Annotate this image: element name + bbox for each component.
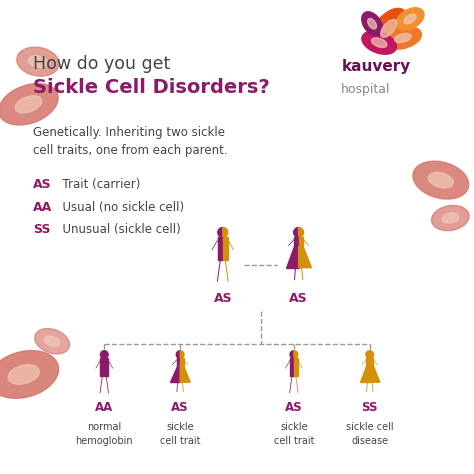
Polygon shape <box>366 358 370 365</box>
Polygon shape <box>104 358 108 376</box>
Text: sickle cell
disease: sickle cell disease <box>346 422 393 446</box>
Text: Genetically. Inheriting two sickle
cell traits, one from each parent.: Genetically. Inheriting two sickle cell … <box>33 126 228 156</box>
Polygon shape <box>299 246 311 268</box>
Polygon shape <box>370 351 374 358</box>
Polygon shape <box>294 351 298 358</box>
Polygon shape <box>404 14 416 24</box>
Polygon shape <box>100 351 104 358</box>
Polygon shape <box>428 173 453 188</box>
Polygon shape <box>45 336 60 346</box>
Polygon shape <box>394 33 411 43</box>
Polygon shape <box>223 237 228 260</box>
Polygon shape <box>294 237 299 246</box>
Polygon shape <box>8 365 39 384</box>
Polygon shape <box>218 237 223 260</box>
Polygon shape <box>104 351 108 358</box>
Polygon shape <box>35 328 70 354</box>
Polygon shape <box>294 228 299 237</box>
Polygon shape <box>0 351 58 398</box>
Text: Trait (carrier): Trait (carrier) <box>55 178 140 191</box>
Text: AA: AA <box>95 401 113 414</box>
Text: Unusual (sickle cell): Unusual (sickle cell) <box>55 223 180 236</box>
Polygon shape <box>177 358 180 365</box>
Polygon shape <box>362 31 396 54</box>
Text: How do you get: How do you get <box>33 55 171 73</box>
Polygon shape <box>17 47 59 76</box>
Polygon shape <box>170 365 180 382</box>
Polygon shape <box>180 365 190 382</box>
Polygon shape <box>384 27 421 49</box>
Text: AS: AS <box>285 401 303 414</box>
Text: hospital: hospital <box>341 83 391 96</box>
Polygon shape <box>294 358 298 376</box>
Polygon shape <box>381 19 397 37</box>
Text: sickle
cell trait: sickle cell trait <box>160 422 201 446</box>
Text: Usual (no sickle cell): Usual (no sickle cell) <box>55 201 183 213</box>
Text: SS: SS <box>362 401 378 414</box>
Polygon shape <box>362 12 383 36</box>
Polygon shape <box>431 205 469 231</box>
Text: Sickle Cell Disorders?: Sickle Cell Disorders? <box>33 78 270 97</box>
Polygon shape <box>180 351 184 358</box>
Polygon shape <box>100 358 104 376</box>
Polygon shape <box>180 358 183 365</box>
Polygon shape <box>299 237 303 246</box>
Polygon shape <box>28 56 47 67</box>
Polygon shape <box>299 228 303 237</box>
Text: kauvery: kauvery <box>341 59 410 74</box>
Text: SS: SS <box>33 223 51 236</box>
Polygon shape <box>360 365 370 382</box>
Text: normal
hemoglobin: normal hemoglobin <box>75 422 133 446</box>
Polygon shape <box>442 213 459 223</box>
Polygon shape <box>218 228 223 237</box>
Polygon shape <box>0 83 58 125</box>
Polygon shape <box>366 351 370 358</box>
Text: AA: AA <box>33 201 53 213</box>
Text: AS: AS <box>213 292 232 305</box>
Polygon shape <box>286 246 299 268</box>
Polygon shape <box>413 161 469 199</box>
Polygon shape <box>290 351 294 358</box>
Polygon shape <box>368 18 376 29</box>
Polygon shape <box>15 96 42 113</box>
Polygon shape <box>290 358 294 376</box>
Polygon shape <box>370 358 373 365</box>
Text: AS: AS <box>171 401 189 414</box>
Polygon shape <box>396 8 424 30</box>
Text: AS: AS <box>289 292 308 305</box>
Polygon shape <box>370 365 380 382</box>
Text: AS: AS <box>33 178 52 191</box>
Polygon shape <box>372 38 387 47</box>
Polygon shape <box>223 228 228 237</box>
Polygon shape <box>370 9 407 48</box>
Polygon shape <box>176 351 180 358</box>
Text: sickle
cell trait: sickle cell trait <box>273 422 314 446</box>
